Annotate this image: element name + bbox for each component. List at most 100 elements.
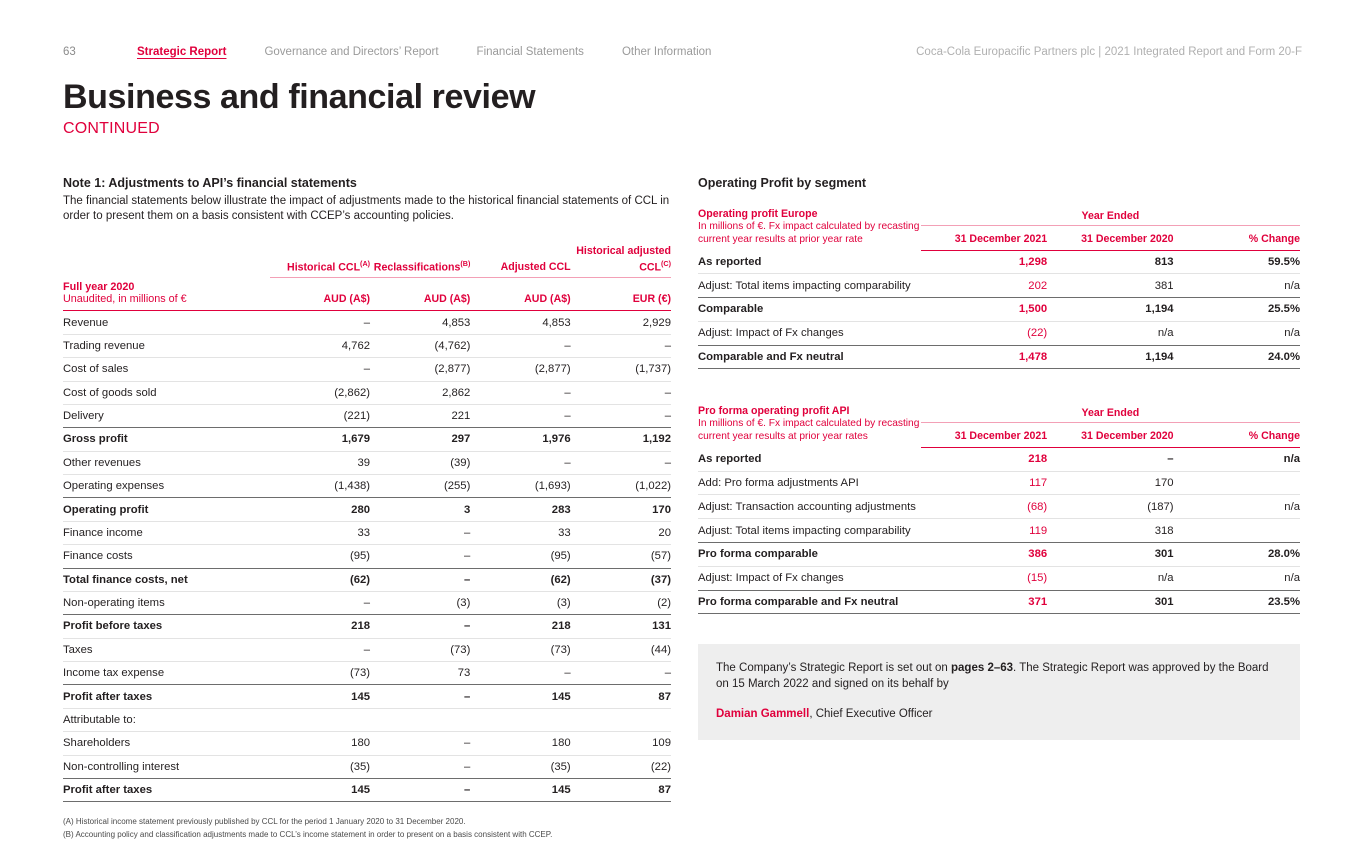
segment-table-title-cell: Operating profit Europe In millions of €.… — [698, 208, 921, 250]
segment-column-header: % Change — [1173, 225, 1300, 251]
row-value: 3 — [370, 497, 471, 522]
header-historical-ccl: Historical CCL(A) — [287, 258, 371, 274]
row-value: 109 — [570, 731, 671, 756]
row-label: Other revenues — [63, 451, 270, 476]
row-label: As reported — [698, 447, 921, 472]
row-label: Pro forma comparable — [698, 542, 921, 567]
row-value: – — [370, 684, 471, 709]
row-value: (73) — [269, 661, 371, 686]
row-value: (22) — [570, 755, 671, 779]
row-value: (44) — [570, 638, 671, 663]
row-value: – — [470, 451, 571, 476]
left-column: Note 1: Adjustments to API’s financial s… — [63, 176, 671, 842]
row-label: Non-operating items — [63, 591, 270, 616]
table-row: Operating expenses (1,438) (255) (1,693) (1,… — [63, 474, 671, 499]
operating-profit-heading: Operating Profit by segment — [698, 176, 867, 190]
row-value: 813 — [1047, 250, 1174, 275]
row-label: Cost of sales — [63, 357, 270, 382]
row-value: – — [269, 638, 371, 663]
row-value: 1,194 — [1047, 345, 1174, 370]
segment-table-head: Pro forma operating profit API In million… — [698, 405, 1300, 448]
table-row: Pro forma comparable and Fx neutral 371 30… — [698, 590, 1300, 615]
row-value: 180 — [470, 731, 571, 756]
row-label: Revenue — [63, 311, 270, 335]
nav-tab-strategic-report[interactable]: Strategic Report — [137, 46, 227, 58]
nav-tab-financial-statements[interactable]: Financial Statements — [476, 46, 584, 58]
table-row: Profit before taxes 218–218 131 — [63, 614, 671, 639]
row-label: Comparable and Fx neutral — [698, 345, 921, 370]
row-value — [470, 708, 571, 733]
segment-table-subtitle: In millions of €. Fx impact calculated b… — [698, 221, 920, 245]
row-label: Adjust: Impact of Fx changes — [698, 321, 921, 346]
table-row: Shareholders 180–180 109 — [63, 731, 671, 756]
row-value: (1,438) — [269, 474, 371, 499]
row-value — [1173, 471, 1300, 496]
row-label: Taxes — [63, 638, 270, 663]
row-label: Cost of goods sold — [63, 381, 270, 405]
row-value — [1173, 518, 1300, 544]
nav-tab-other-information[interactable]: Other Information — [621, 46, 712, 58]
segment-table: Pro forma operating profit API In million… — [698, 405, 1300, 615]
row-value: – — [1047, 447, 1174, 472]
row-value: n/a — [1173, 321, 1300, 346]
table-row: Revenue –4,853 4,853 2,929 — [63, 311, 671, 335]
signature-role: , Chief Executive Officer — [809, 708, 933, 721]
row-value: 87 — [570, 778, 671, 803]
row-value: n/a — [1047, 321, 1174, 346]
row-value: – — [470, 404, 571, 429]
segment-column-header: 31 December 2021 — [920, 225, 1048, 251]
nav-tab-governance[interactable]: Governance and Directors’ Report — [264, 46, 439, 58]
row-value: n/a — [1173, 273, 1300, 299]
row-label: Delivery — [63, 404, 270, 429]
table-row: Adjust: Total items impacting comparabil… — [698, 518, 1300, 544]
row-value: (2,877) — [470, 357, 571, 382]
table-row: Cost of sales – (2,877) (2,877) (1,737) — [63, 357, 671, 382]
segment-tables: Operating profit Europe In millions of €.… — [698, 208, 1300, 615]
row-value: – — [470, 381, 571, 405]
table-spacer — [698, 369, 1300, 387]
row-value: 24.0% — [1173, 345, 1300, 370]
row-label: Attributable to: — [63, 708, 270, 733]
header-unit-2: AUD (A$) — [370, 276, 471, 311]
row-value: 381 — [1047, 273, 1174, 299]
right-column: Operating Profit by segment Operating pr… — [698, 176, 1300, 741]
row-value: 202 — [920, 273, 1048, 299]
row-label: Adjust: Total items impacting comparabil… — [698, 273, 921, 299]
row-label: Pro forma comparable and Fx neutral — [698, 590, 921, 615]
callout-signature: Damian Gammell, Chief Executive Officer — [716, 706, 1282, 722]
row-value: 39 — [269, 451, 371, 476]
row-value: 2,862 — [370, 381, 471, 405]
row-label: Operating profit — [63, 497, 270, 522]
row-value: – — [370, 568, 471, 592]
row-value: 1,298 — [920, 250, 1048, 275]
row-value: 73 — [370, 661, 471, 686]
row-value: – — [370, 544, 471, 569]
row-value: 170 — [1047, 471, 1174, 496]
row-label: Total finance costs, net — [63, 568, 270, 592]
row-label: Shareholders — [63, 731, 270, 756]
row-value: (35) — [269, 755, 371, 779]
row-value — [570, 708, 671, 733]
row-value: n/a — [1047, 566, 1174, 591]
row-value: 318 — [1047, 518, 1174, 544]
table-row: Adjust: Transaction accounting adjustmen… — [698, 494, 1300, 520]
adjustments-table: Historical CCL(A) Reclassifications(B) A… — [63, 245, 671, 803]
row-value: – — [370, 614, 471, 639]
segment-column-header: 31 December 2021 — [920, 422, 1048, 448]
segment-column-header-row: 31 December 2021 31 December 2020% Change — [698, 422, 1300, 448]
row-label: Finance income — [63, 521, 270, 546]
row-value: 25.5% — [1173, 297, 1300, 322]
segment-column-header: 31 December 2020 — [1047, 225, 1174, 251]
row-value: 145 — [269, 778, 371, 803]
row-value: – — [370, 521, 471, 546]
table-row: Finance income 33–33 20 — [63, 521, 671, 546]
segment-table-subtitle: In millions of €. Fx impact calculated b… — [698, 418, 920, 442]
note-heading: Note 1: Adjustments to API’s financial s… — [63, 176, 357, 190]
row-value: 371 — [920, 590, 1048, 615]
adjustments-table-body: Revenue –4,853 4,853 2,929 Trading revenue 4,… — [63, 310, 671, 803]
segment-column-header-row: 31 December 2021 31 December 2020% Change — [698, 225, 1300, 251]
row-value: 28.0% — [1173, 542, 1300, 567]
segment-table-title: Pro forma operating profit API — [698, 405, 850, 418]
row-value: (68) — [920, 494, 1048, 520]
table-row: Adjust: Total items impacting comparabil… — [698, 273, 1300, 299]
